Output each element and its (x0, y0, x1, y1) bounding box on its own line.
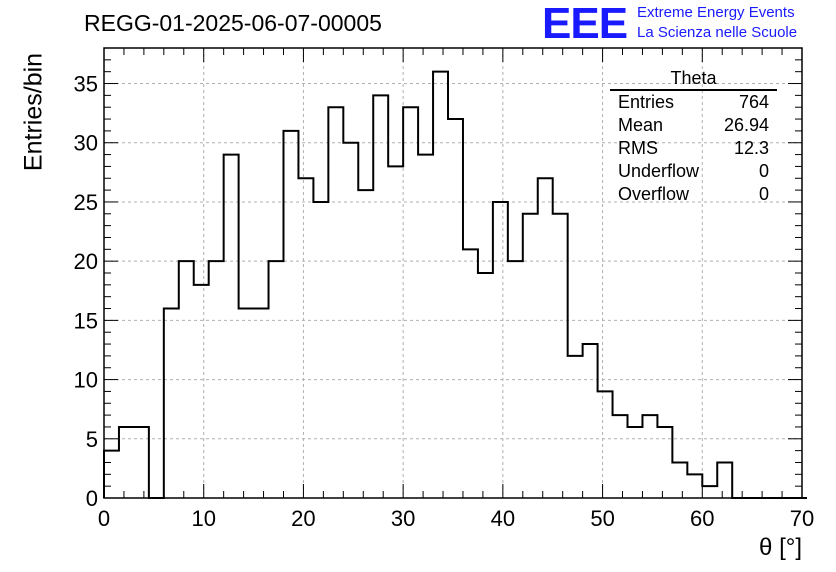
stats-label: Entries (618, 92, 675, 112)
x-tick-label: 70 (790, 506, 814, 531)
stats-value: 26.94 (723, 115, 769, 135)
stats-value: 0 (758, 184, 769, 204)
stats-label: RMS (618, 138, 658, 158)
stats-label: Underflow (618, 161, 700, 181)
x-tick-label: 50 (590, 506, 614, 531)
stats-label: Overflow (618, 184, 690, 204)
chart-title: REGG-01-2025-06-07-00005 (84, 10, 382, 36)
x-tick-label: 30 (391, 506, 415, 531)
stats-row: RMS 12.3 (610, 137, 777, 160)
tick-labels: 0 10 20 30 40 50 60 70 0 5 10 15 20 25 30 35 (74, 72, 815, 531)
stats-box: Theta Entries 764 Mean 26.94 RMS 12.3 Un… (610, 67, 777, 206)
y-tick-label: 20 (74, 249, 98, 274)
y-tick-label: 0 (86, 486, 98, 511)
eee-logo: EEE (542, 0, 628, 48)
axis-ticks (103, 47, 803, 499)
logo-line-1: Extreme Energy Events (637, 4, 795, 21)
stats-row: Entries 764 (610, 91, 777, 114)
stats-row: Underflow 0 (610, 160, 777, 183)
y-tick-label: 15 (74, 308, 98, 333)
y-tick-label: 10 (74, 368, 98, 393)
y-tick-label: 35 (74, 72, 98, 97)
y-tick-label: 25 (74, 190, 98, 215)
x-tick-label: 60 (690, 506, 714, 531)
x-tick-label: 0 (98, 506, 110, 531)
stats-title: Theta (610, 67, 777, 91)
stats-value: 12.3 (733, 138, 769, 158)
x-tick-label: 20 (291, 506, 315, 531)
stats-value: 764 (738, 92, 769, 112)
logo-line-2: La Scienza nelle Scuole (637, 24, 798, 41)
y-tick-label: 5 (86, 427, 98, 452)
y-tick-label: 30 (74, 131, 98, 156)
histogram-series (103, 70, 807, 499)
x-axis-label: θ [°] (759, 534, 802, 561)
stats-row: Overflow 0 (610, 183, 777, 206)
y-axis-label: Entries/bin (19, 52, 48, 172)
stats-row: Mean 26.94 (610, 114, 777, 137)
stats-label: Mean (618, 115, 664, 135)
x-tick-label: 10 (191, 506, 215, 531)
x-tick-label: 40 (491, 506, 515, 531)
stats-value: 0 (758, 161, 769, 181)
